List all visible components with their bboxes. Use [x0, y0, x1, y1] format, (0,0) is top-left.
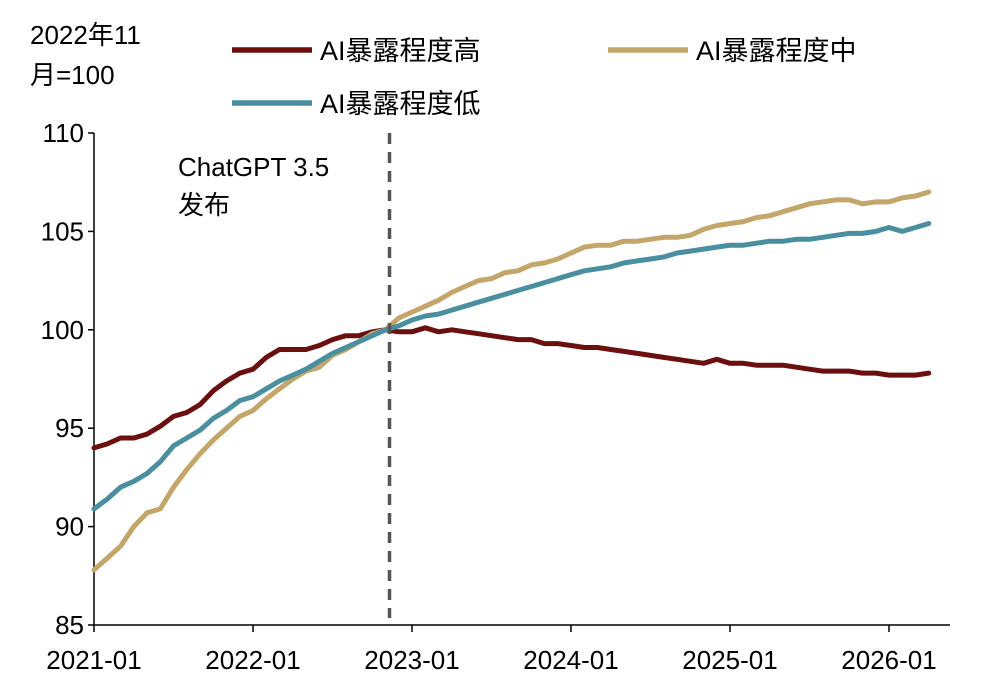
- y-tick-label: 100: [41, 315, 84, 345]
- x-tick-label: 2025-01: [682, 645, 777, 675]
- legend-label-2: AI暴露程度中: [696, 36, 857, 66]
- series-line-3: [91, 221, 932, 512]
- legend: AI暴露程度高 AI暴露程度中 AI暴露程度低: [232, 36, 857, 119]
- x-tick-label: 2026-01: [841, 645, 936, 675]
- annotation-label-line2: 发布: [178, 190, 230, 220]
- annotation-label-line1: ChatGPT 3.5: [178, 152, 329, 182]
- annotation-layer: ChatGPT 3.5 发布: [178, 133, 392, 618]
- legend-label-1: AI暴露程度高: [320, 36, 481, 66]
- x-tick-label: 2022-01: [205, 645, 300, 675]
- x-tick-label: 2023-01: [364, 645, 459, 675]
- y-tick-label: 90: [55, 512, 84, 542]
- y-tick-label: 105: [41, 216, 84, 246]
- unit-label-line2: 月=100: [30, 60, 115, 90]
- series-line-2: [91, 189, 932, 573]
- legend-label-3: AI暴露程度低: [320, 89, 481, 119]
- chart-axes: 85 90 95 100 105 110 2021-01 2022-01 2023-01 2024…: [41, 118, 950, 675]
- x-tick-label: 2021-01: [46, 645, 141, 675]
- y-tick-label: 85: [55, 610, 84, 640]
- x-tick-label: 2024-01: [523, 645, 618, 675]
- unit-label-line1: 2022年11: [30, 20, 141, 50]
- y-tick-label: 95: [55, 413, 84, 443]
- y-tick-label: 110: [43, 118, 84, 148]
- series-layer: [91, 189, 932, 573]
- series-line-1: [91, 325, 932, 451]
